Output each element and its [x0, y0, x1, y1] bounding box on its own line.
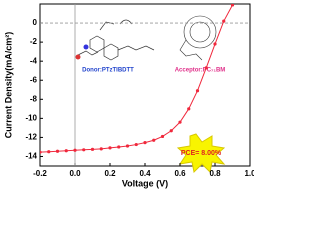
- data-point: [178, 120, 182, 124]
- data-point: [117, 145, 121, 149]
- y-tick-label: -12: [25, 133, 37, 142]
- donor-label: Donor:PTzTIBDTT: [82, 68, 134, 74]
- data-point: [73, 148, 77, 152]
- y-tick-label: -8: [30, 94, 38, 103]
- data-point: [55, 149, 60, 153]
- annotation-burst: [176, 133, 226, 174]
- y-tick-label: 0: [33, 18, 38, 27]
- y-tick-label: -14: [25, 152, 37, 161]
- x-tick-label: -0.2: [33, 169, 47, 178]
- y-tick-label: -4: [30, 56, 38, 65]
- y-tick-label: -2: [30, 37, 38, 46]
- acceptor-structure: [179, 15, 217, 61]
- data-point: [204, 66, 208, 70]
- data-point: [47, 150, 51, 154]
- donor-structure: [75, 19, 155, 61]
- data-point: [169, 129, 173, 133]
- data-point: [230, 4, 235, 7]
- data-point: [108, 146, 112, 150]
- data-point: [90, 147, 95, 151]
- y-tick-label: -10: [25, 113, 37, 122]
- series-line: [40, 4, 233, 153]
- y-tick-label: -6: [30, 75, 38, 84]
- data-point: [64, 149, 68, 153]
- data-point: [195, 89, 200, 93]
- x-tick-label: 0.6: [174, 169, 186, 178]
- x-tick-label: 0.2: [104, 169, 116, 178]
- y-axis-label: Current Density(mA/cm²): [3, 32, 13, 139]
- data-point: [160, 134, 165, 139]
- data-point: [40, 150, 42, 154]
- x-tick-label: 0.4: [139, 169, 151, 178]
- acceptor-label: Acceptor:PC₇₁BM: [175, 68, 226, 74]
- pce-annotation: PCE= 8.00%: [181, 150, 222, 157]
- data-point: [125, 144, 130, 148]
- data-point: [222, 19, 226, 23]
- data-point: [82, 148, 86, 152]
- data-point: [143, 141, 147, 145]
- data-point: [152, 138, 156, 142]
- x-tick-label: 0.8: [209, 169, 221, 178]
- data-point: [99, 147, 103, 151]
- x-axis-label: Voltage (V): [122, 178, 168, 188]
- x-tick-label: 1.0: [244, 169, 254, 178]
- plot-area: [40, 4, 235, 154]
- data-point: [213, 42, 217, 46]
- data-point: [134, 142, 138, 147]
- data-point: [187, 107, 191, 111]
- chart: Voltage (V) Current Density(mA/cm²) Dono…: [3, 3, 254, 188]
- x-tick-label: 0.0: [69, 169, 81, 178]
